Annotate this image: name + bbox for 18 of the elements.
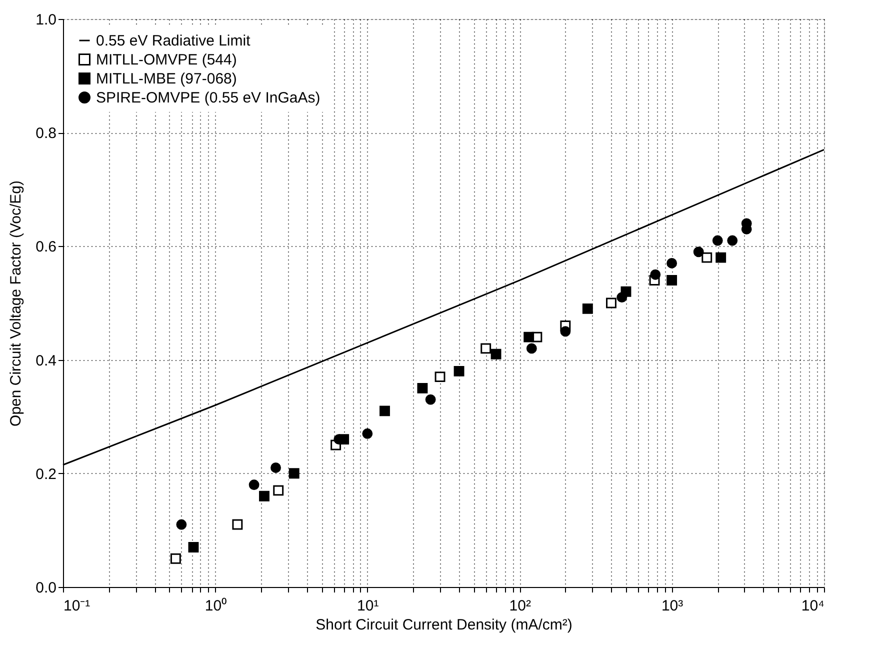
y-tick-label: 0.4 [36,352,56,370]
x-axis-title: Short Circuit Current Density (mA/cm²) [316,616,572,634]
legend-label: MITLL-OMVPE (544) [96,52,237,68]
y-tick-label: 0.6 [36,238,56,256]
x-tick-label: 10² [509,598,531,614]
x-tick-label: 10³ [661,598,684,614]
legend-label: SPIRE-OMVPE (0.55 eV InGaAs) [96,90,320,106]
x-tick-label: 10⁻¹ [64,598,90,614]
y-tick-label: 0.8 [36,125,56,142]
x-tick-label: 10¹ [357,598,379,614]
y-tick-label: 1.0 [36,12,56,28]
x-tick-label: 10⁴ [801,598,824,614]
y-tick-label: 0.2 [36,466,56,483]
y-axis-title: Open Circuit Voltage Factor (Voc/Eg) [8,180,25,426]
y-tick-label: 0.0 [36,580,56,596]
x-tick-label: 10⁰ [204,598,227,614]
legend-label: MITLL-MBE (97-068) [96,70,237,88]
legend-label: 0.55 eV Radiative Limit [96,32,252,50]
